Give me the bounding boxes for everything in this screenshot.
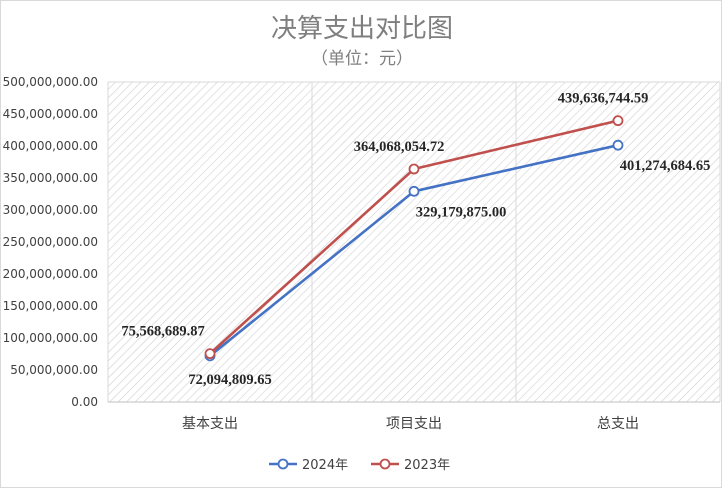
data-point-marker — [612, 139, 624, 151]
data-point-marker — [612, 115, 624, 127]
y-tick-label: 200,000,000.00 — [3, 267, 98, 281]
y-tick-label: 350,000,000.00 — [3, 171, 98, 185]
y-tick-label: 0.00 — [71, 395, 98, 409]
data-point-marker — [408, 185, 420, 197]
y-tick-label: 50,000,000.00 — [10, 363, 98, 377]
data-label: 364,068,054.72 — [354, 139, 445, 155]
data-label-layer: 72,094,809.65 329,179,875.00 401,274,684.6… — [121, 91, 710, 388]
y-tick-label: 400,000,000.00 — [3, 139, 98, 153]
y-tick-label: 500,000,000.00 — [3, 75, 98, 89]
x-category-label: 项目支出 — [386, 416, 442, 432]
y-tick-label: 100,000,000.00 — [3, 331, 98, 345]
data-label: 72,094,809.65 — [188, 372, 271, 388]
chart-title: 决算支出对比图 — [271, 14, 453, 44]
x-category-label: 总支出 — [597, 416, 639, 432]
plot-area — [108, 82, 720, 402]
legend: 2024年 2023年 — [269, 458, 450, 473]
data-label: 439,636,744.59 — [558, 91, 649, 107]
legend-marker-1 — [379, 458, 391, 470]
y-tick-label: 250,000,000.00 — [3, 235, 98, 249]
data-point-marker — [204, 348, 216, 360]
legend-marker-0 — [277, 458, 289, 470]
series-layer — [204, 115, 624, 362]
grid-layer — [107, 81, 721, 402]
y-tick-label: 300,000,000.00 — [3, 203, 98, 217]
legend-label-0: 2024年 — [302, 458, 348, 473]
chart-subtitle: （单位：元） — [311, 49, 413, 69]
y-tick-label: 450,000,000.00 — [3, 107, 98, 121]
data-label: 401,274,684.65 — [620, 158, 711, 174]
data-point-marker — [408, 163, 420, 175]
y-tick-label: 150,000,000.00 — [3, 299, 98, 313]
x-category-label: 基本支出 — [182, 415, 238, 432]
axis-layer: 0.00 50,000,000.00 100,000,000.00 150,000,0… — [3, 75, 720, 432]
data-label: 75,568,689.87 — [121, 324, 204, 340]
data-label: 329,179,875.00 — [416, 204, 507, 220]
legend-label-1: 2023年 — [404, 458, 450, 473]
